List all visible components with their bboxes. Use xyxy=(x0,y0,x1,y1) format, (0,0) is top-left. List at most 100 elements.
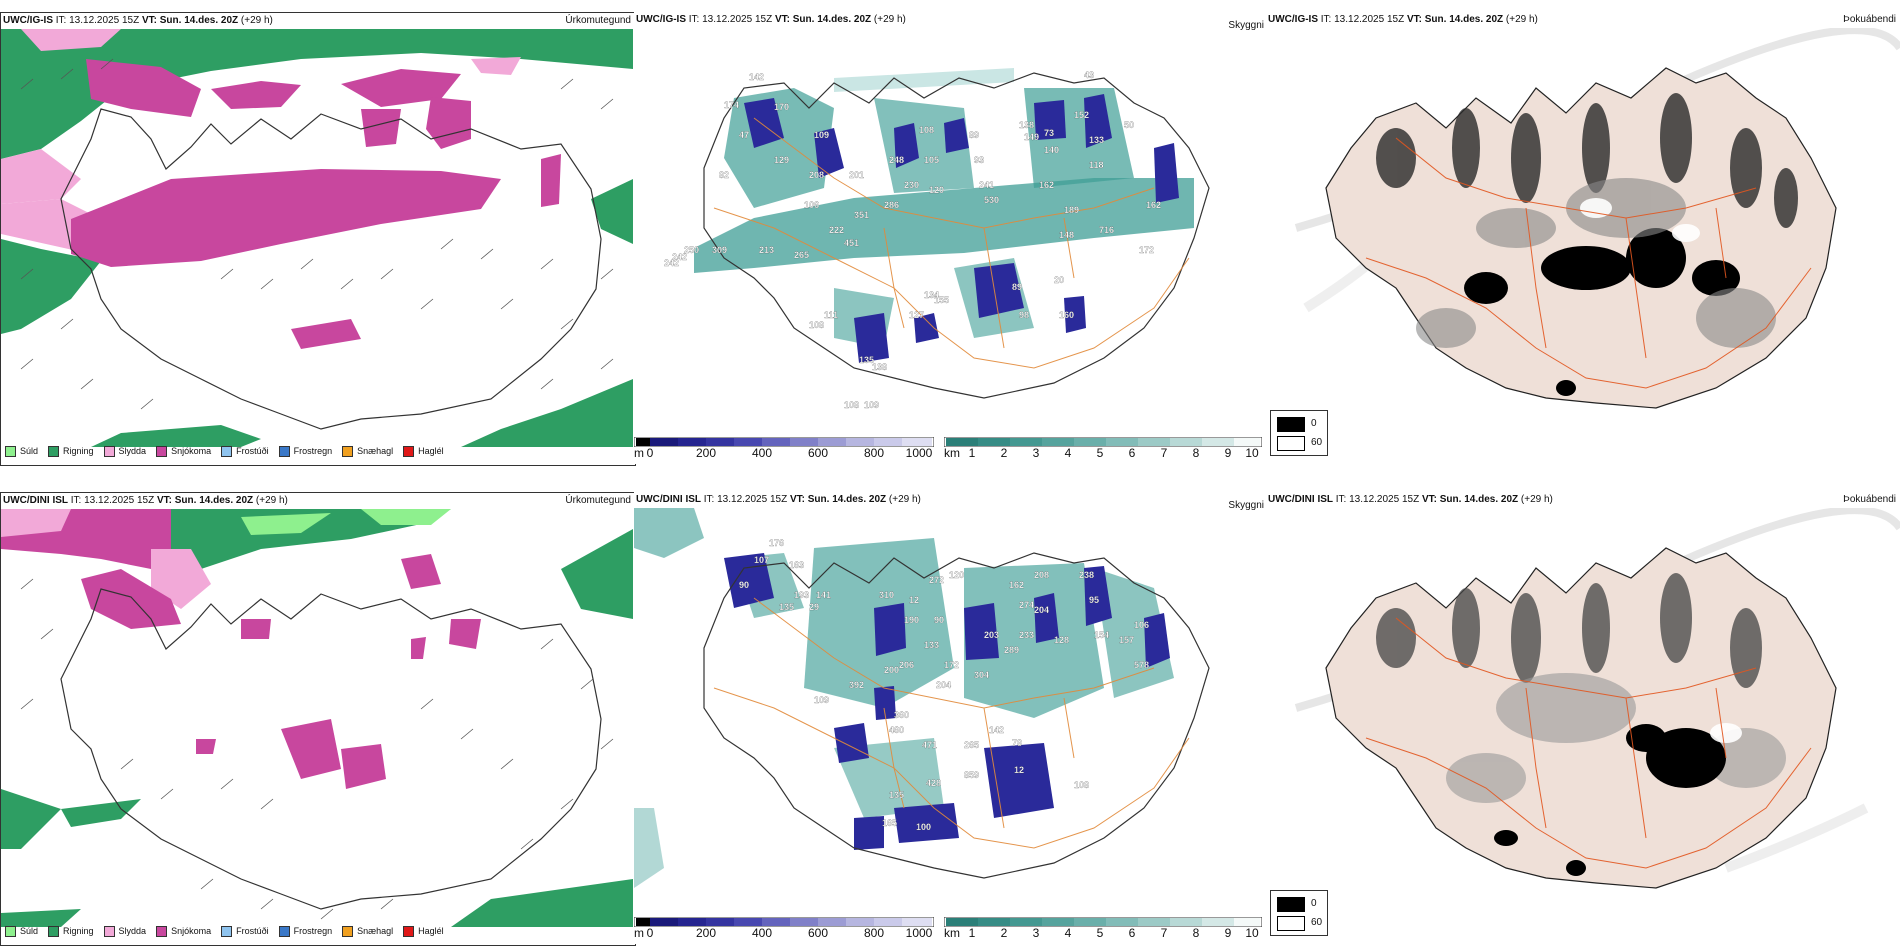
svg-text:265: 265 xyxy=(964,740,979,750)
panel-title: UWC/IG-IS IT: 13.12.2025 15Z VT: Sun. 14… xyxy=(1268,14,1538,25)
svg-text:90: 90 xyxy=(934,615,944,625)
svg-text:203: 203 xyxy=(984,630,999,640)
svg-text:98: 98 xyxy=(1019,310,1029,320)
svg-text:172: 172 xyxy=(1139,245,1154,255)
svg-text:138: 138 xyxy=(872,362,887,372)
svg-text:141: 141 xyxy=(816,590,831,600)
svg-text:578: 578 xyxy=(1134,660,1149,670)
svg-text:351: 351 xyxy=(854,210,869,220)
svg-text:162: 162 xyxy=(1039,180,1054,190)
svg-text:213: 213 xyxy=(759,245,774,255)
panel-title: UWC/IG-IS IT: 13.12.2025 15Z VT: Sun. 14… xyxy=(3,15,273,26)
visibility-m-colorbar xyxy=(634,914,935,928)
panel-title: UWC/DINI ISL IT: 13.12.2025 15Z VT: Sun.… xyxy=(3,495,288,506)
colorbar-m-svg xyxy=(634,436,935,448)
svg-text:222: 222 xyxy=(829,225,844,235)
svg-text:106: 106 xyxy=(1134,620,1149,630)
fog-legend-white xyxy=(1277,436,1305,451)
svg-text:100: 100 xyxy=(916,822,931,832)
svg-text:120: 120 xyxy=(949,570,964,580)
svg-text:200: 200 xyxy=(884,665,899,675)
svg-text:154: 154 xyxy=(1094,630,1109,640)
fog-legend-black xyxy=(1277,897,1305,912)
visibility-map: 142 174 170 109 129 47 208 201 242 248 1… xyxy=(634,28,1266,438)
fog-index-panel-ig: UWC/IG-IS IT: 13.12.2025 15Z VT: Sun. 14… xyxy=(1266,12,1900,464)
svg-text:193: 193 xyxy=(794,590,809,600)
svg-text:190: 190 xyxy=(904,615,919,625)
visibility-tag: Skyggni xyxy=(1228,500,1264,511)
svg-text:135: 135 xyxy=(859,355,874,365)
legend-item: Slydda xyxy=(103,925,146,937)
svg-text:530: 530 xyxy=(984,195,999,205)
svg-text:451: 451 xyxy=(844,238,859,248)
svg-text:242: 242 xyxy=(672,252,687,262)
svg-text:108: 108 xyxy=(844,400,859,410)
svg-text:111: 111 xyxy=(824,310,838,320)
svg-text:289: 289 xyxy=(1004,645,1019,655)
legend-item: Frostúði xyxy=(221,925,269,937)
svg-text:170: 170 xyxy=(774,102,789,112)
visibility-panel-ig: UWC/IG-IS IT: 13.12.2025 15Z VT: Sun. 14… xyxy=(634,12,1266,464)
fog-index-map xyxy=(1266,508,1900,926)
legend-item: Frostregn xyxy=(278,925,332,937)
svg-text:189: 189 xyxy=(1064,205,1079,215)
svg-text:138: 138 xyxy=(1019,120,1034,130)
svg-text:250: 250 xyxy=(684,245,699,255)
svg-text:238: 238 xyxy=(1079,570,1094,580)
svg-text:304: 304 xyxy=(974,670,989,680)
svg-text:859: 859 xyxy=(964,770,979,780)
svg-text:204: 204 xyxy=(936,680,951,690)
legend-item: Frostregn xyxy=(278,445,332,457)
svg-text:43: 43 xyxy=(1084,70,1094,80)
svg-text:272: 272 xyxy=(929,575,944,585)
svg-text:50: 50 xyxy=(1124,120,1134,130)
precip-type-tag: Úrkomutegund xyxy=(565,15,631,26)
svg-text:206: 206 xyxy=(899,660,914,670)
svg-text:89: 89 xyxy=(969,130,979,140)
visibility-m-ticks: m 0 200 400 600 800 1000 xyxy=(634,926,933,940)
precip-type-map xyxy=(1,509,633,927)
svg-text:176: 176 xyxy=(769,538,784,548)
svg-text:93: 93 xyxy=(974,155,984,165)
svg-text:127: 127 xyxy=(909,310,924,320)
svg-text:140: 140 xyxy=(1044,145,1059,155)
precip-legend: Súld Rigning Slydda Snjókoma Frostúði Fr… xyxy=(5,923,454,939)
svg-text:155: 155 xyxy=(934,295,949,305)
svg-text:360: 360 xyxy=(894,710,909,720)
svg-text:162: 162 xyxy=(1146,200,1161,210)
svg-text:120: 120 xyxy=(929,185,944,195)
legend-item: Snjókoma xyxy=(156,445,211,457)
visibility-m-ticks: m 0 200 400 600 800 1000 xyxy=(634,446,933,460)
legend-item: Slydda xyxy=(103,445,146,457)
panel-title: UWC/DINI ISL IT: 13.12.2025 15Z VT: Sun.… xyxy=(1268,494,1553,505)
svg-text:109: 109 xyxy=(814,130,829,140)
visibility-km-colorbar xyxy=(943,434,1263,448)
svg-text:157: 157 xyxy=(1119,635,1134,645)
svg-text:208: 208 xyxy=(809,170,824,180)
colorbar-km-svg xyxy=(943,916,1263,928)
svg-text:108: 108 xyxy=(1074,780,1089,790)
fog-legend-white xyxy=(1277,916,1305,931)
legend-item: Haglél xyxy=(403,925,444,937)
visibility-m-colorbar xyxy=(634,434,935,448)
svg-text:20: 20 xyxy=(1054,275,1064,285)
legend-item: Rigning xyxy=(48,925,94,937)
fog-legend-black xyxy=(1277,417,1305,432)
svg-text:201: 201 xyxy=(849,170,864,180)
svg-text:109: 109 xyxy=(864,400,879,410)
precip-type-tag: Úrkomutegund xyxy=(565,495,631,506)
precip-legend: Súld Rigning Slydda Snjókoma Frostúði Fr… xyxy=(5,443,454,459)
legend-item: Snæhagl xyxy=(342,445,393,457)
svg-text:129: 129 xyxy=(774,155,789,165)
visibility-tag: Skyggni xyxy=(1228,20,1264,31)
precip-type-panel-ig: UWC/IG-IS IT: 13.12.2025 15Z VT: Sun. 14… xyxy=(0,12,636,466)
svg-text:89: 89 xyxy=(1012,282,1022,292)
svg-text:29: 29 xyxy=(809,602,819,612)
visibility-km-ticks: km 1 2 3 4 5 6 7 8 9 10 xyxy=(944,926,1259,940)
svg-text:128: 128 xyxy=(1054,635,1069,645)
legend-item: Snæhagl xyxy=(342,925,393,937)
svg-text:108: 108 xyxy=(919,125,934,135)
svg-text:108: 108 xyxy=(809,320,824,330)
svg-text:82: 82 xyxy=(719,170,729,180)
svg-text:309: 309 xyxy=(712,245,727,255)
